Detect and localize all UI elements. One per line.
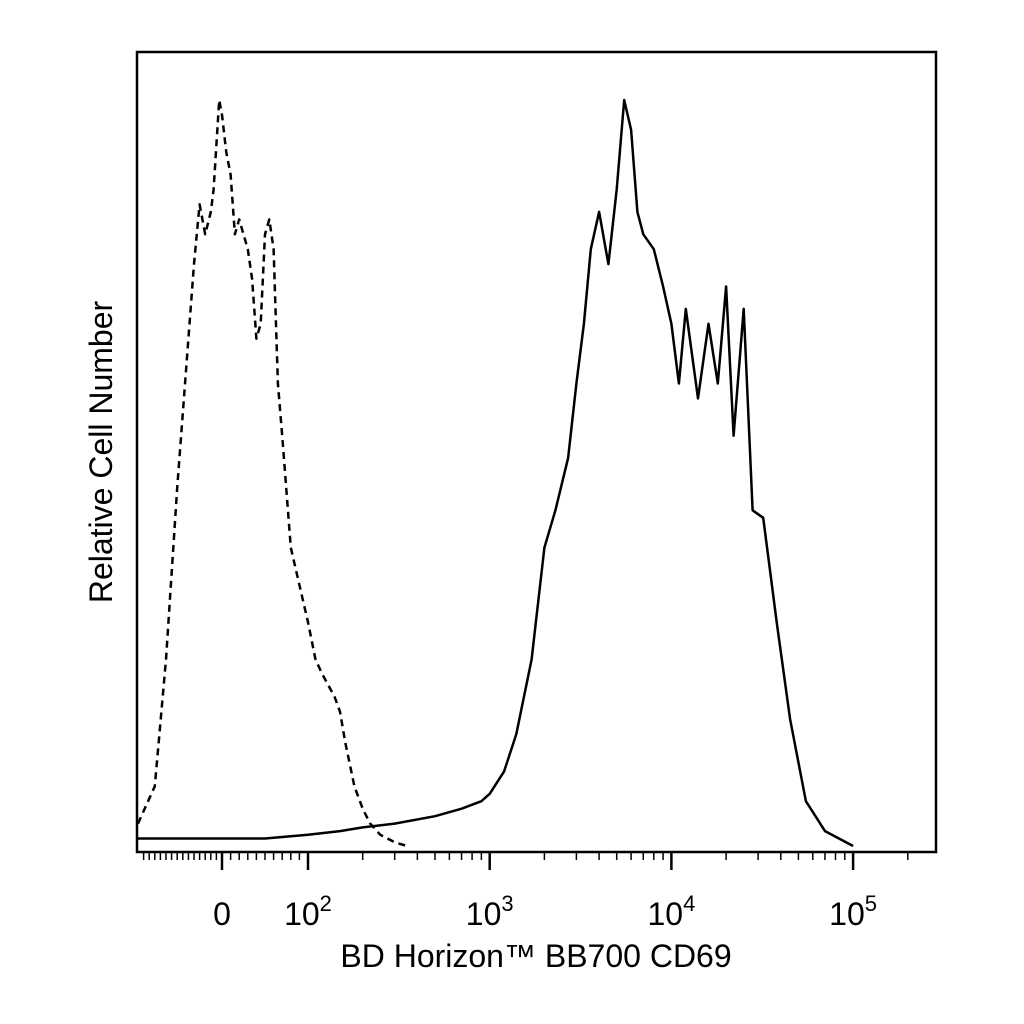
x-tick-exponent: 3: [501, 891, 513, 916]
x-tick-label: 103: [466, 891, 514, 932]
x-tick-exponent: 2: [320, 891, 332, 916]
x-axis-tick-labels: 0 102 103 104 105: [213, 891, 877, 932]
solid-histogram-line: [138, 98, 854, 848]
dashed-histogram-line: [136, 98, 408, 848]
histogram-series: [136, 98, 854, 848]
x-tick-label: 102: [284, 891, 332, 932]
x-tick-label: 104: [647, 891, 695, 932]
x-tick-label: 0: [213, 896, 231, 932]
y-axis-title: Relative Cell Number: [83, 300, 119, 603]
x-axis-ticks: [142, 852, 909, 870]
x-tick-exponent: 5: [865, 891, 877, 916]
x-tick-exponent: 4: [683, 891, 695, 916]
x-axis-title: BD Horizon™ BB700 CD69: [340, 938, 731, 974]
plot-frame: [135, 50, 938, 854]
x-tick-label: 105: [829, 891, 877, 932]
